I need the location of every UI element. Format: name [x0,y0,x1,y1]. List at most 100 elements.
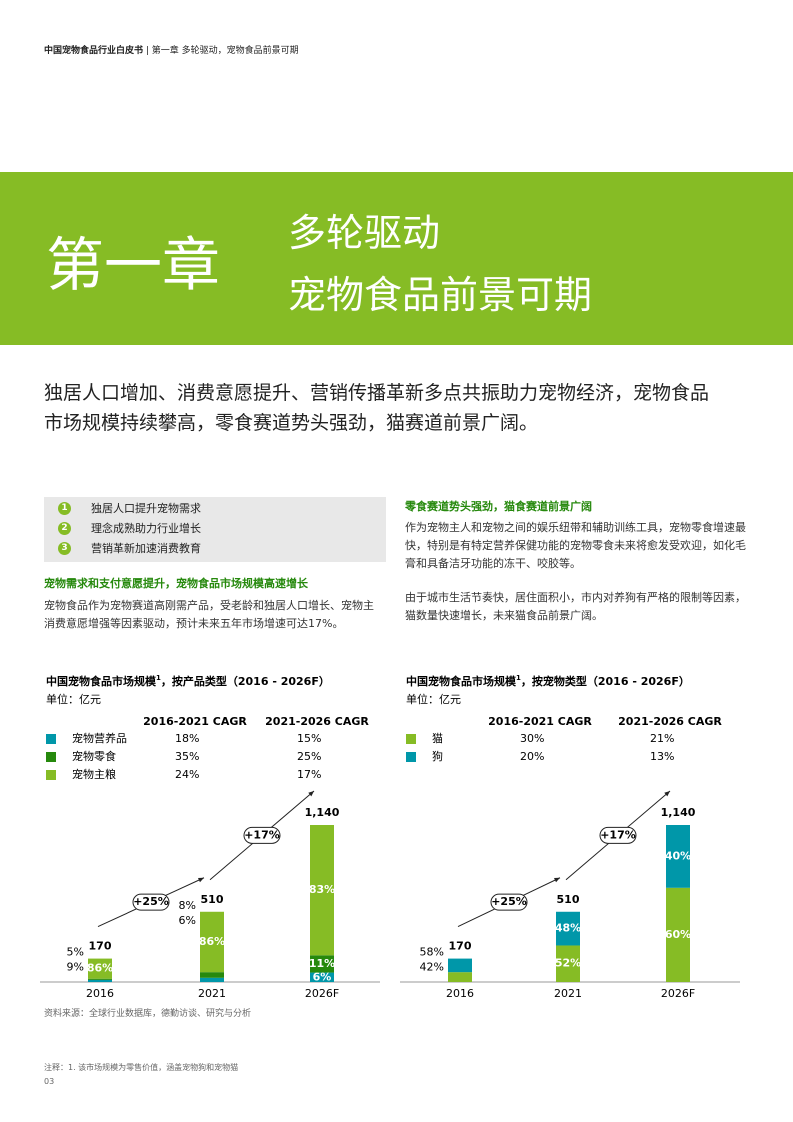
growth-badge [599,826,637,844]
legend-label: 宠物营养品 [72,731,127,745]
legend-label: 宠物主粮 [72,767,116,781]
header-chapter: | 第一章 多轮驱动，宠物食品前景可期 [145,46,299,56]
highlight: 1 独居人口提升宠物需求 [44,498,386,518]
table-cell: 20% [520,750,544,763]
total-label: 510 [557,893,580,906]
header: 中国宠物食品行业白皮书 | 第一章 多轮驱动，宠物食品前景可期 [44,43,299,56]
segment-label: 40% [665,849,691,862]
highlight-text: 独居人口提升宠物需求 [91,502,201,515]
table-header: 2016-2021 CAGR [143,715,247,728]
bar-segment [310,955,334,973]
legend-label: 猫 [432,732,443,745]
chart-title: 中国宠物食品市场规模1，按宠物类型（2016 - 2026F） [406,674,690,688]
unit: 单位：亿元 [406,692,461,706]
table-cell: 24% [175,768,199,781]
section-heading: 宠物需求和支付意愿提升，宠物食品市场规模高速增长 [44,577,308,590]
banner-chapter: 第一章 [46,231,221,299]
table-cell: 13% [650,750,674,763]
segment-label: 86% [87,962,113,975]
table-header: 2021-2026 CAGR [618,715,722,728]
table-cell: 21% [650,732,674,745]
total-label: 1,140 [661,806,696,819]
legend-swatch [46,752,56,762]
growth-label: +25% [133,895,169,908]
intro-line: 市场规模持续攀高，零食赛道势头强劲，猫赛道前景广阔。 [44,412,539,434]
total-label: 1,140 [305,806,340,819]
segment-label: 9% [67,961,84,974]
x-tick-label: 2016 [86,987,114,1000]
highlights: 1 独居人口提升宠物需求 2 理念成熟助力行业增长 3 营销革新加速消费教育 [44,497,386,562]
segment-label: 52% [555,957,581,970]
segment-label: 60% [665,928,691,941]
segment-label: 86% [199,935,225,948]
arrow-head [198,877,204,883]
highlight: 3 营销革新加速消费教育 [44,538,386,558]
bar-segment [666,887,690,982]
segment-label: 48% [555,922,581,935]
chart-title-part: 1 [516,674,521,682]
highlight-number: 3 [58,541,71,555]
bar-segment [448,972,472,982]
bar-segment [88,978,112,980]
chart-title-part: ，按宠物类型（2016 - 2026F） [521,674,690,688]
bar-segment [200,977,224,982]
growth-label: +25% [491,895,527,908]
section-heading: 零食赛道势头强劲，猫食赛道前景广阔 [405,500,592,513]
chart: 中国宠物食品市场规模1，按产品类型（2016 - 2026F） 单位：亿元 2016… [40,674,380,1000]
bar-segment [448,958,472,973]
chart-title-part: 中国宠物食品市场规模 [406,674,517,688]
arrow-head [664,791,670,797]
banner-title: 多轮驱动 [288,211,441,255]
paragraph: 宠物食品作为宠物赛道高刚需产品，受老龄和独居人口增长、宠物主消费意愿增强等因素驱… [44,599,374,630]
table-cell: 15% [297,732,321,745]
source: 资料来源：全球行业数据库，德勤访谈、研究与分析 [44,1009,252,1019]
table-cell: 35% [175,750,199,763]
note: 注释：1. 该市场规模为零售价值，涵盖宠物狗和宠物猫 [44,1063,239,1072]
table-header: 2016-2021 CAGR [488,715,592,728]
highlight-number: 1 [58,501,71,515]
segment-label: 8% [179,899,196,912]
intro: 独居人口增加、消费意愿提升、营销传播革新多点共振助力宠物经济，宠物食品 市场规模… [44,378,709,438]
growth-badge [490,893,528,911]
highlight-text: 理念成熟助力行业增长 [91,522,201,535]
highlight-text: 营销革新加速消费教育 [91,542,201,555]
x-tick-label: 2026F [305,987,339,1000]
arrow-head [308,791,314,797]
chart-title-part: 中国宠物食品市场规模 [46,674,157,688]
paragraph: 作为宠物主人和宠物之间的娱乐纽带和辅助训练工具，宠物零食增速最快，特别是有特定营… [405,521,746,570]
table-cell: 25% [297,750,321,763]
legend-label: 狗 [432,750,443,763]
segment-label: 11% [309,957,335,970]
legend-swatch [46,734,56,744]
bar-segment [310,972,334,982]
bar-segment [200,911,224,973]
bar-segment [88,958,112,979]
bar-segment [200,972,224,978]
unit: 单位：亿元 [46,692,101,706]
table-cell: 30% [520,732,544,745]
bar-segment [556,911,580,946]
chart-title-part: ，按产品类型（2016 - 2026F） [161,674,330,688]
legend-swatch [46,770,56,780]
arrow-head [554,877,560,883]
table-cell: 18% [175,732,199,745]
segment-label: 6% [179,914,196,927]
table-header: 2021-2026 CAGR [265,715,369,728]
segment-label: 5% [67,946,84,959]
bar-segment [310,825,334,956]
segment-label: 83% [309,883,335,896]
growth-badge [132,893,170,911]
segment-label: 58% [420,946,444,959]
bar-segment [556,945,580,982]
growth-label: +17% [244,828,280,841]
segment-label: 42% [420,961,444,974]
growth-label: +17% [600,828,636,841]
banner: 第一章 多轮驱动 宠物食品前景可期 [0,172,793,345]
segment-label: 6% [313,970,332,983]
chart-title: 中国宠物食品市场规模1，按产品类型（2016 - 2026F） [46,674,330,688]
highlight-number: 2 [58,521,71,535]
page-number: 03 [44,1077,55,1086]
total-label: 170 [89,940,112,953]
bar-segment [666,825,690,888]
